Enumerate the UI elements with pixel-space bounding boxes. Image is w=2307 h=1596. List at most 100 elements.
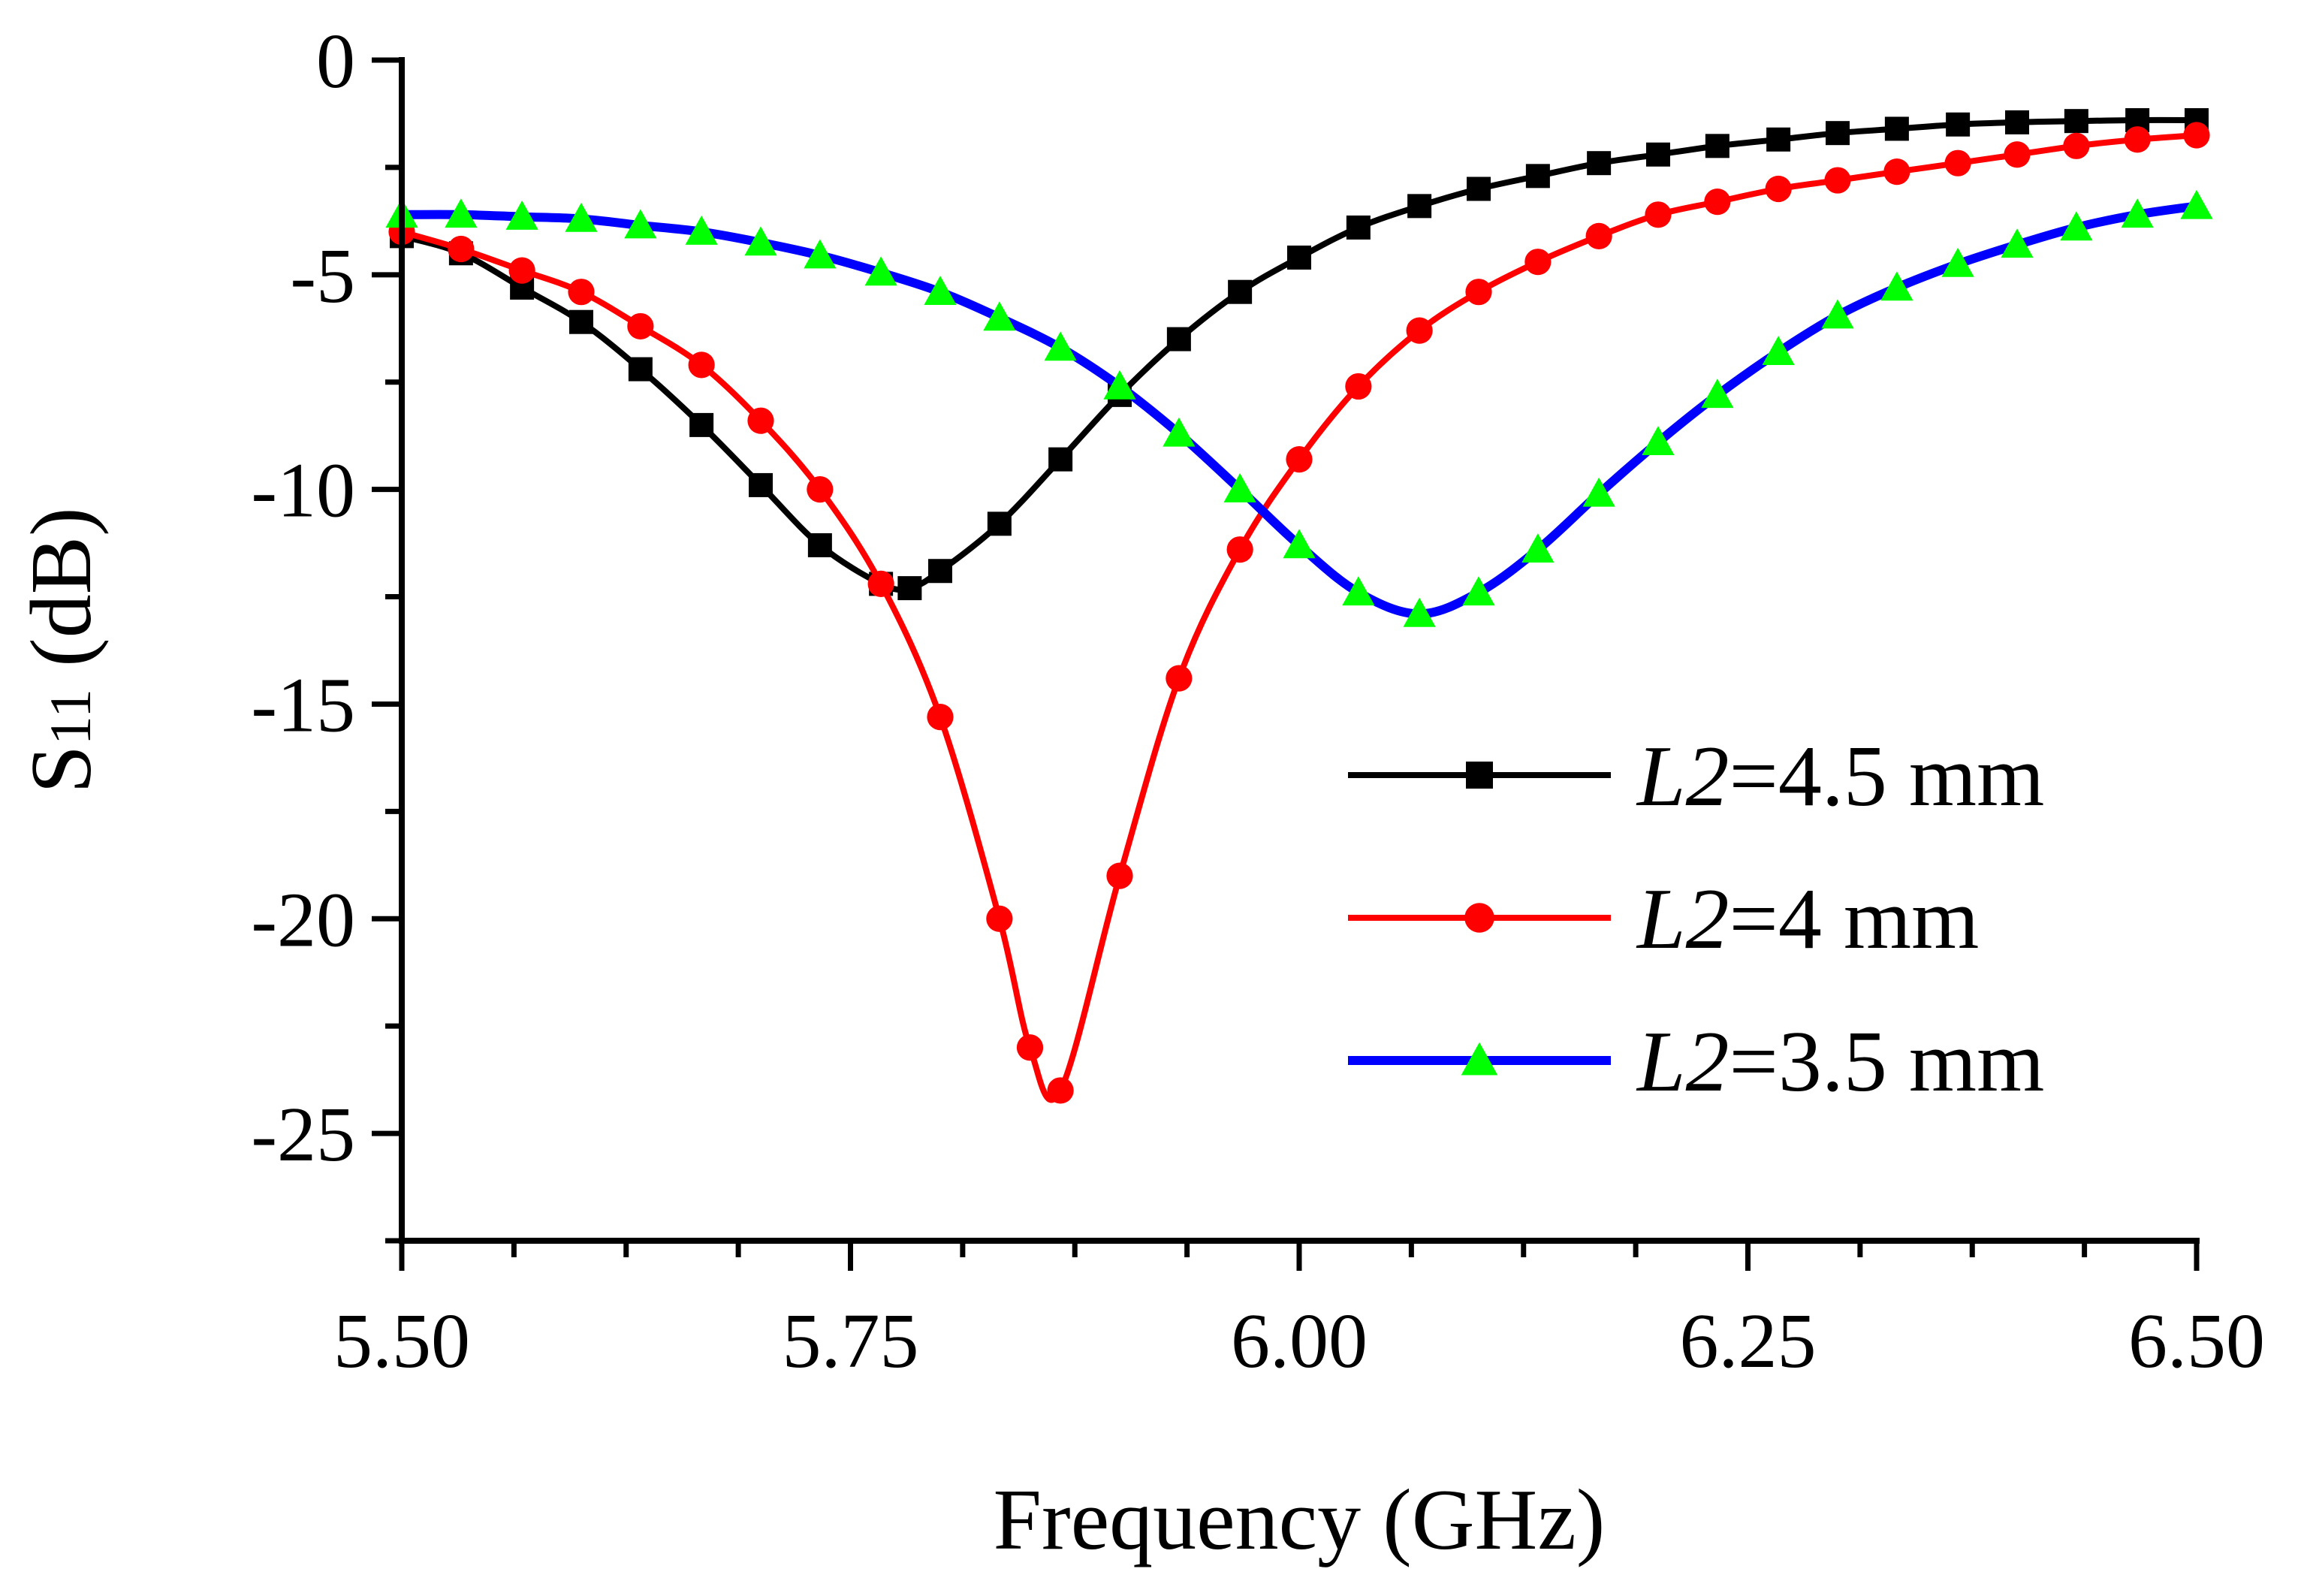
data-point [689, 412, 714, 437]
data-point [1403, 597, 1436, 627]
data-point [1462, 576, 1495, 606]
data-point [747, 407, 774, 434]
data-point [807, 533, 832, 557]
data-point [1166, 665, 1193, 692]
data-point [1524, 249, 1552, 276]
data-point [445, 198, 478, 228]
data-point [1407, 194, 1432, 219]
data-point [983, 301, 1016, 331]
data-point [749, 472, 773, 497]
data-point [1645, 201, 1672, 228]
data-point [744, 226, 777, 256]
legend-label-sub: 2 [1686, 871, 1729, 967]
legend-label-rest: =4 mm [1729, 871, 1980, 967]
legend-item: L2=3.5 mm [1348, 1014, 2044, 1110]
data-point [1342, 576, 1375, 606]
y-axis-title-unit: (dB) [14, 507, 110, 689]
data-point [1345, 373, 1372, 400]
data-point [1880, 271, 1913, 301]
legend-label-sub: 2 [1686, 1014, 1729, 1110]
data-point [864, 256, 897, 286]
x-tick-label: 6.25 [1680, 1298, 1817, 1384]
legend-marker [1461, 1042, 1498, 1076]
legend-label-italic: L [1636, 871, 1686, 967]
y-tick-label: -10 [251, 448, 355, 534]
data-point [2063, 132, 2090, 159]
y-tick-label: -25 [251, 1091, 355, 1178]
y-tick-label: -15 [251, 662, 355, 748]
data-point [1525, 164, 1550, 189]
data-point [1582, 477, 1615, 507]
x-tick-label: 5.50 [333, 1298, 470, 1384]
legend-marker [1466, 762, 1493, 789]
data-point [1047, 1077, 1074, 1104]
data-point [568, 279, 595, 306]
data-point [1946, 112, 1971, 137]
legend-label-italic: L [1636, 729, 1686, 825]
legend-item: L2=4 mm [1348, 871, 1979, 967]
x-tick-label: 6.50 [2128, 1298, 2265, 1384]
data-point [1406, 317, 1433, 344]
data-point [1465, 279, 1492, 306]
data-point [688, 351, 715, 379]
data-point [1283, 529, 1316, 559]
y-tick-label: -5 [290, 233, 355, 319]
y-tick-label: -20 [251, 876, 355, 963]
data-point [804, 239, 837, 269]
data-point [2001, 228, 2034, 258]
data-point [927, 704, 954, 731]
data-point [1166, 327, 1191, 351]
data-point [1016, 1034, 1044, 1061]
data-point [565, 202, 598, 232]
data-point [508, 257, 535, 284]
data-point [1048, 447, 1073, 472]
data-point [627, 312, 654, 340]
data-point [2060, 211, 2093, 241]
legend-label-rest: =3.5 mm [1729, 1014, 2045, 1110]
data-point [2004, 141, 2031, 168]
data-point [2124, 126, 2151, 153]
data-point [685, 216, 718, 245]
ticks-layer: 5.50 5.75 6.00 6.25 6.50 0 -5 -10 -15 -20 -25 [251, 18, 2265, 1384]
data-point [2121, 198, 2154, 228]
data-point [1826, 121, 1850, 146]
y-axis-title-sub: 11 [38, 689, 103, 745]
data-point [1585, 222, 1612, 249]
series-2 [388, 122, 2210, 1104]
data-point [928, 559, 952, 584]
legend-label: L2=4.5 mm [1636, 729, 2044, 825]
data-point [897, 576, 922, 601]
series-1 [390, 108, 2209, 601]
legend-label: L2=4 mm [1636, 871, 1979, 967]
data-point [1103, 370, 1136, 400]
data-point [1106, 862, 1133, 889]
data-point [1944, 149, 1971, 176]
data-point [2180, 189, 2213, 219]
data-point [1824, 167, 1851, 194]
data-point [1223, 473, 1256, 502]
y-axis-title-main: S [14, 745, 110, 794]
data-point [1766, 127, 1791, 152]
legend-marker [1464, 903, 1494, 933]
data-point [1821, 299, 1854, 329]
data-point [807, 476, 834, 503]
data-point [986, 905, 1013, 932]
data-point [1762, 336, 1795, 365]
y-axis-title: S11 (dB) [14, 507, 110, 793]
data-point [1642, 426, 1675, 456]
data-point [1228, 279, 1253, 304]
legend-label-sub: 2 [1686, 729, 1729, 825]
series-line [399, 116, 2200, 593]
data-point [569, 309, 593, 334]
data-point [1884, 116, 1909, 141]
data-point [1704, 189, 1731, 216]
data-point [1287, 245, 1311, 270]
data-point [1286, 446, 1313, 473]
data-point [505, 201, 538, 230]
legend-item: L2=4.5 mm [1348, 729, 2044, 825]
data-point [987, 511, 1012, 536]
data-point [1701, 379, 1734, 409]
data-point [628, 357, 653, 382]
